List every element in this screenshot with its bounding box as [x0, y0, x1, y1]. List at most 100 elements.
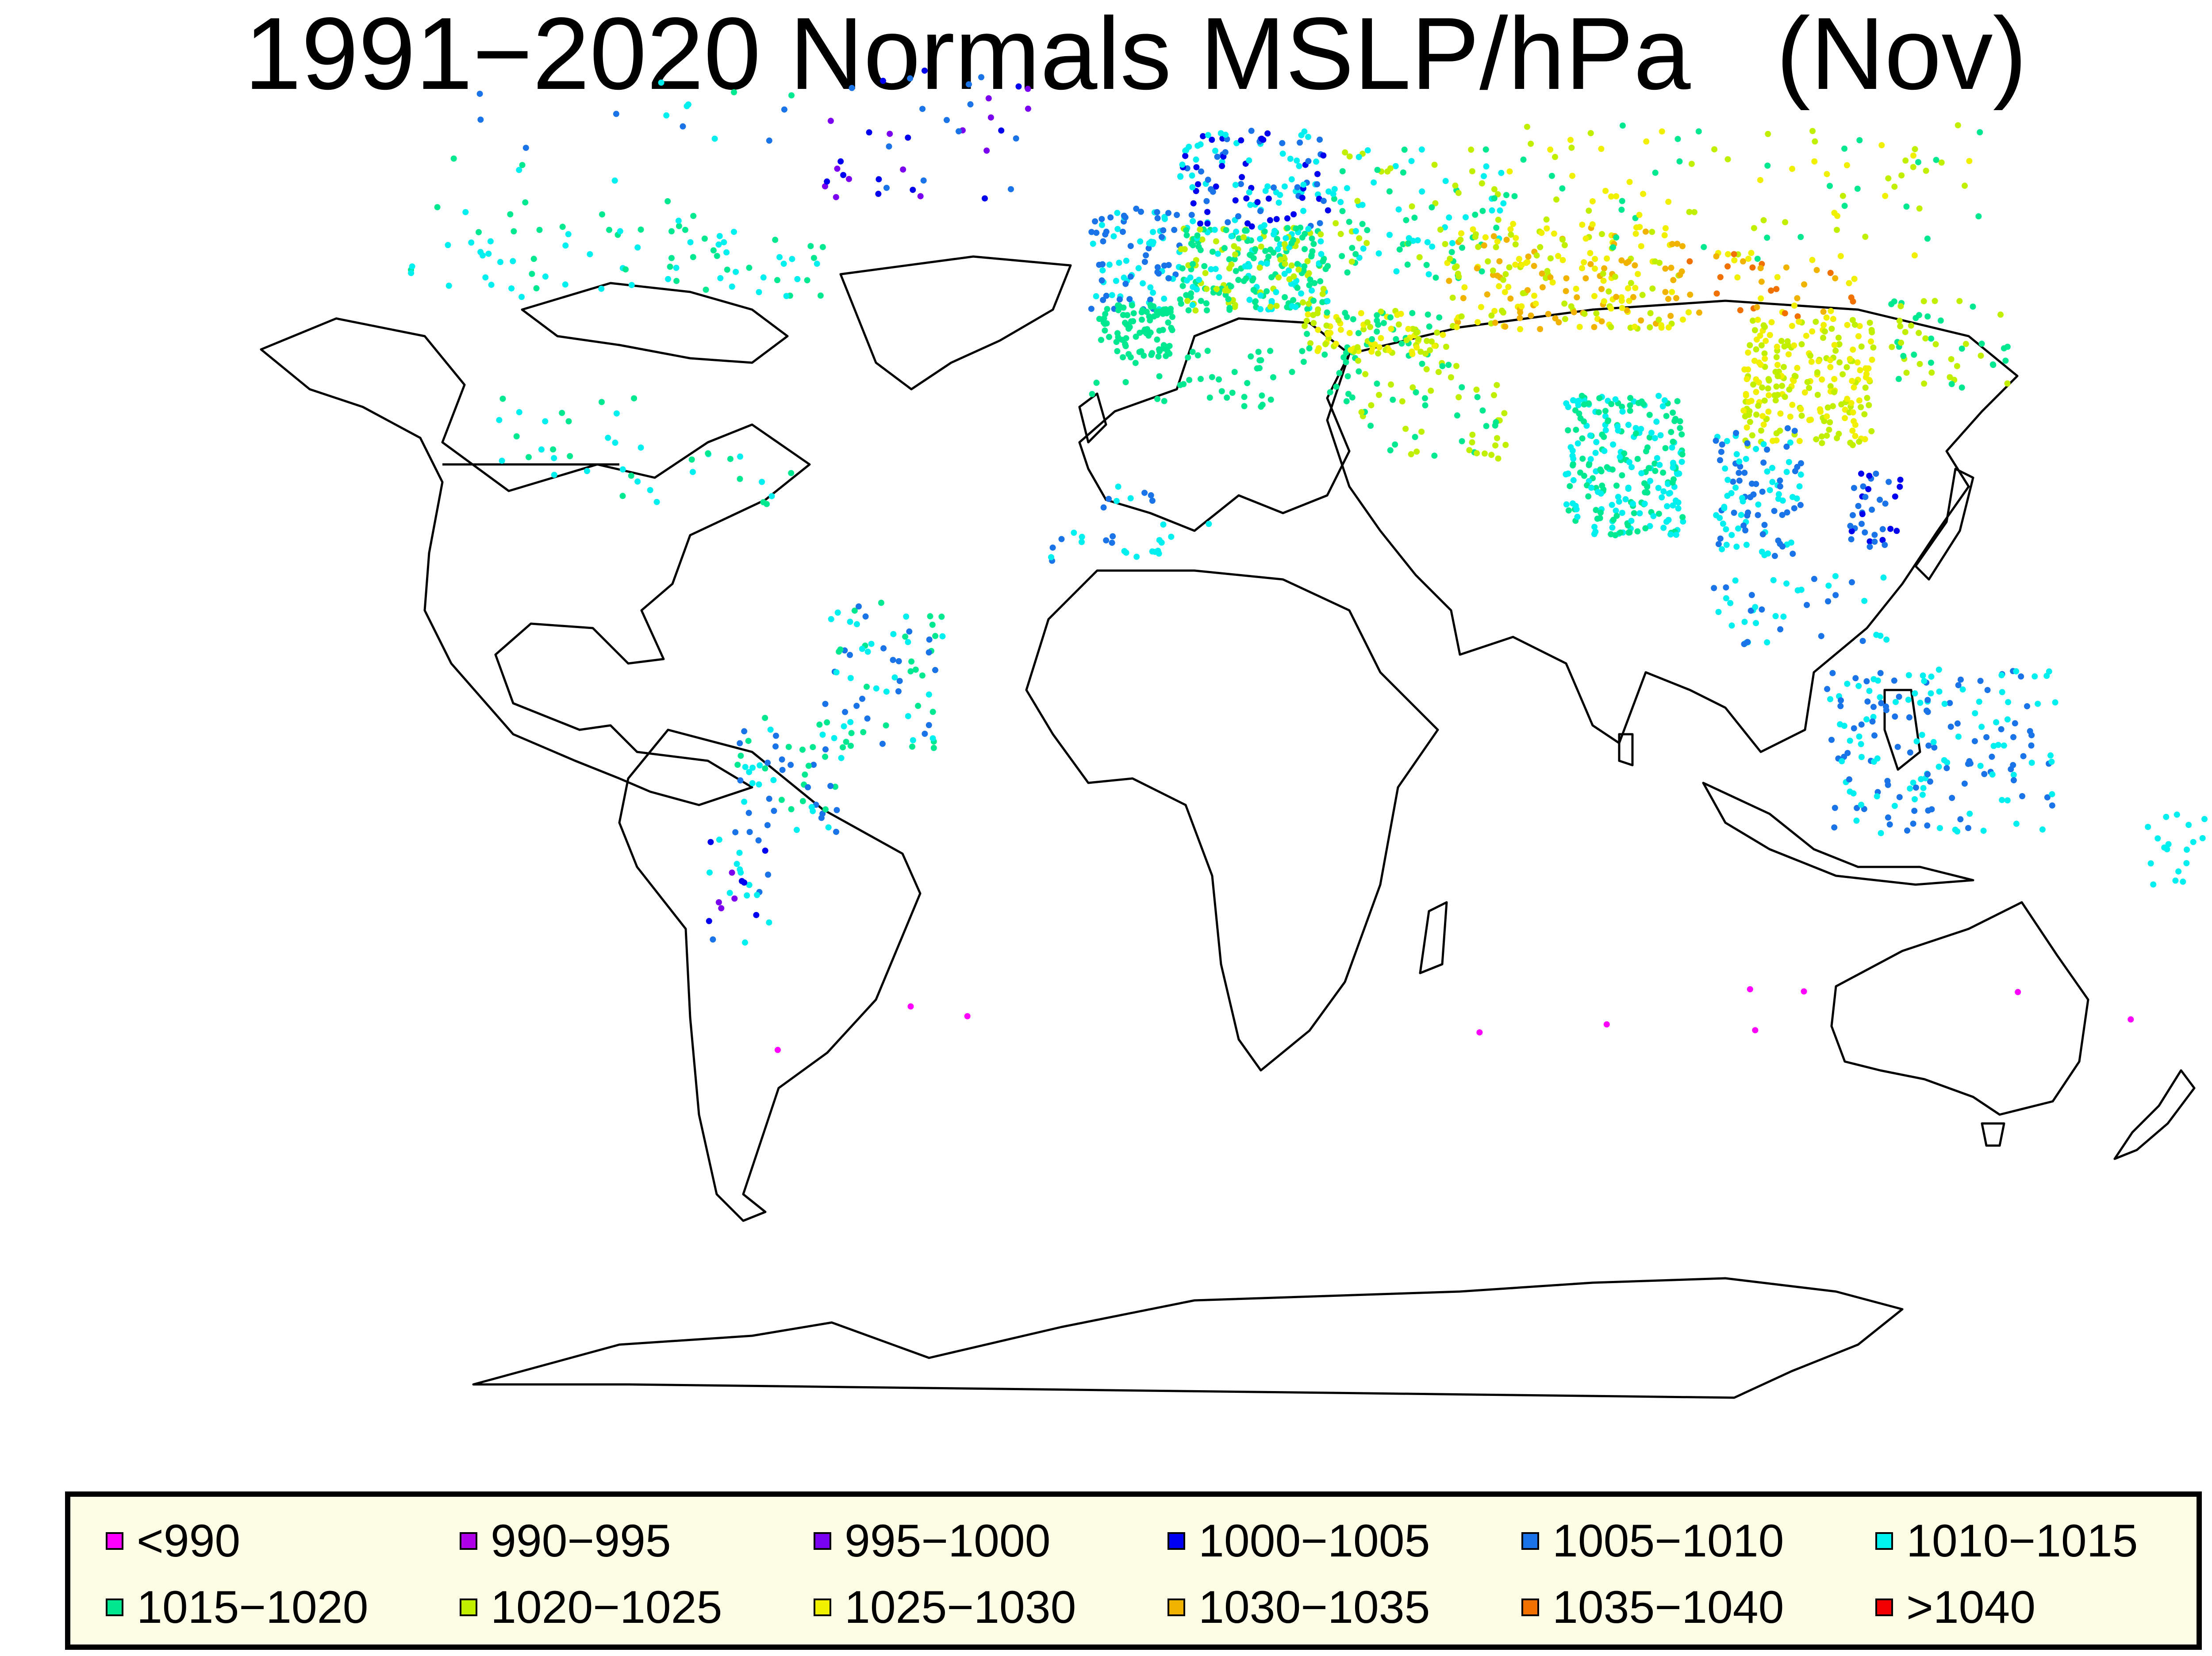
station-dot: [1409, 326, 1416, 332]
station-dot: [1924, 235, 1931, 242]
station-dot: [1374, 318, 1380, 324]
station-dot: [1184, 298, 1190, 304]
station-dot: [1861, 411, 1868, 418]
station-dot: [1669, 444, 1675, 451]
station-dot: [1123, 257, 1129, 264]
station-dot: [1784, 338, 1791, 345]
station-dot: [1855, 333, 1862, 340]
legend-label: 1030−1035: [1198, 1581, 1430, 1633]
station-dot: [1874, 755, 1881, 762]
station-dot: [1165, 275, 1172, 282]
station-dot: [966, 81, 972, 88]
station-dot: [1426, 323, 1432, 330]
station-dot: [1653, 418, 1660, 425]
station-dot: [736, 850, 743, 856]
station-dot: [1565, 507, 1572, 514]
station-dot: [1651, 435, 1658, 441]
station-dot: [1920, 672, 1926, 679]
station-dot: [1305, 158, 1312, 165]
station-dot: [1910, 820, 1916, 827]
station-dot: [1547, 274, 1554, 280]
station-dot: [1147, 284, 1154, 291]
station-dot: [1317, 238, 1324, 245]
station-dot: [1374, 167, 1381, 173]
station-dot: [1782, 394, 1788, 400]
station-dot: [1735, 525, 1741, 532]
station-dot: [1177, 382, 1183, 388]
station-dot: [565, 418, 572, 425]
station-dot: [1868, 428, 1875, 434]
station-dot: [919, 672, 926, 679]
station-dot: [1025, 85, 1031, 92]
station-dot: [1092, 218, 1098, 225]
station-dot: [1921, 678, 1928, 684]
station-dot: [880, 645, 887, 652]
station-dot: [1825, 598, 1832, 605]
station-dot: [1392, 163, 1399, 169]
station-dot: [1659, 403, 1666, 410]
station-dot: [1747, 342, 1753, 349]
station-dot: [964, 1013, 971, 1020]
station-dot: [907, 668, 914, 675]
station-dot: [1212, 266, 1219, 272]
station-dot: [1656, 462, 1663, 468]
station-dot: [1193, 164, 1200, 171]
station-dot: [1503, 192, 1509, 198]
station-dot: [701, 235, 708, 242]
station-dot: [1775, 495, 1782, 502]
station-dot: [1897, 303, 1904, 310]
station-dot: [1275, 246, 1281, 253]
station-dot: [1416, 254, 1423, 261]
station-dot: [1570, 500, 1576, 507]
station-dot: [1850, 409, 1856, 416]
station-dot: [1883, 636, 1890, 643]
station-dot: [1297, 139, 1303, 146]
station-dot: [891, 674, 898, 681]
station-dot: [1189, 349, 1196, 355]
station-dot: [1647, 324, 1653, 330]
station-dot: [1576, 410, 1582, 417]
station-dot: [690, 213, 697, 219]
station-dot: [462, 209, 469, 215]
station-dot: [1828, 308, 1834, 314]
station-dot: [1619, 198, 1625, 204]
station-dot: [1568, 145, 1575, 151]
station-dot: [1400, 241, 1406, 248]
station-dot: [1910, 779, 1916, 786]
station-dot: [1774, 362, 1781, 368]
station-dot: [1801, 988, 1807, 995]
station-dot: [1916, 312, 1922, 318]
station-dot: [1621, 450, 1628, 457]
station-dot: [2172, 877, 2179, 884]
station-dot: [1141, 490, 1148, 496]
station-dot: [1575, 440, 1581, 447]
station-dot: [1551, 230, 1557, 237]
station-dot: [1597, 515, 1603, 521]
station-dot: [1415, 336, 1422, 342]
station-dot: [1127, 273, 1134, 280]
station-dot: [1435, 369, 1442, 376]
station-dot: [1998, 672, 2005, 678]
station-dot: [1167, 306, 1174, 312]
station-dot: [1197, 226, 1203, 233]
station-dot: [2199, 835, 2206, 841]
station-dot: [1497, 207, 1503, 214]
station-dot: [653, 498, 660, 505]
station-dot: [1617, 529, 1624, 536]
station-dot: [1768, 319, 1775, 326]
station-dot: [1755, 317, 1761, 323]
station-dot: [1388, 381, 1394, 388]
station-dot: [1803, 333, 1809, 339]
station-dot: [1396, 246, 1403, 253]
station-dot: [905, 713, 911, 720]
station-dot: [1058, 536, 1065, 542]
station-dot: [1139, 316, 1145, 323]
station-dot: [1721, 505, 1728, 511]
station-dot: [1862, 436, 1868, 442]
station-dot: [929, 735, 936, 742]
station-dot: [1813, 318, 1819, 325]
station-dot: [511, 228, 517, 234]
station-dot: [1273, 189, 1279, 196]
station-dot: [1133, 334, 1139, 340]
station-dot: [1126, 296, 1133, 303]
